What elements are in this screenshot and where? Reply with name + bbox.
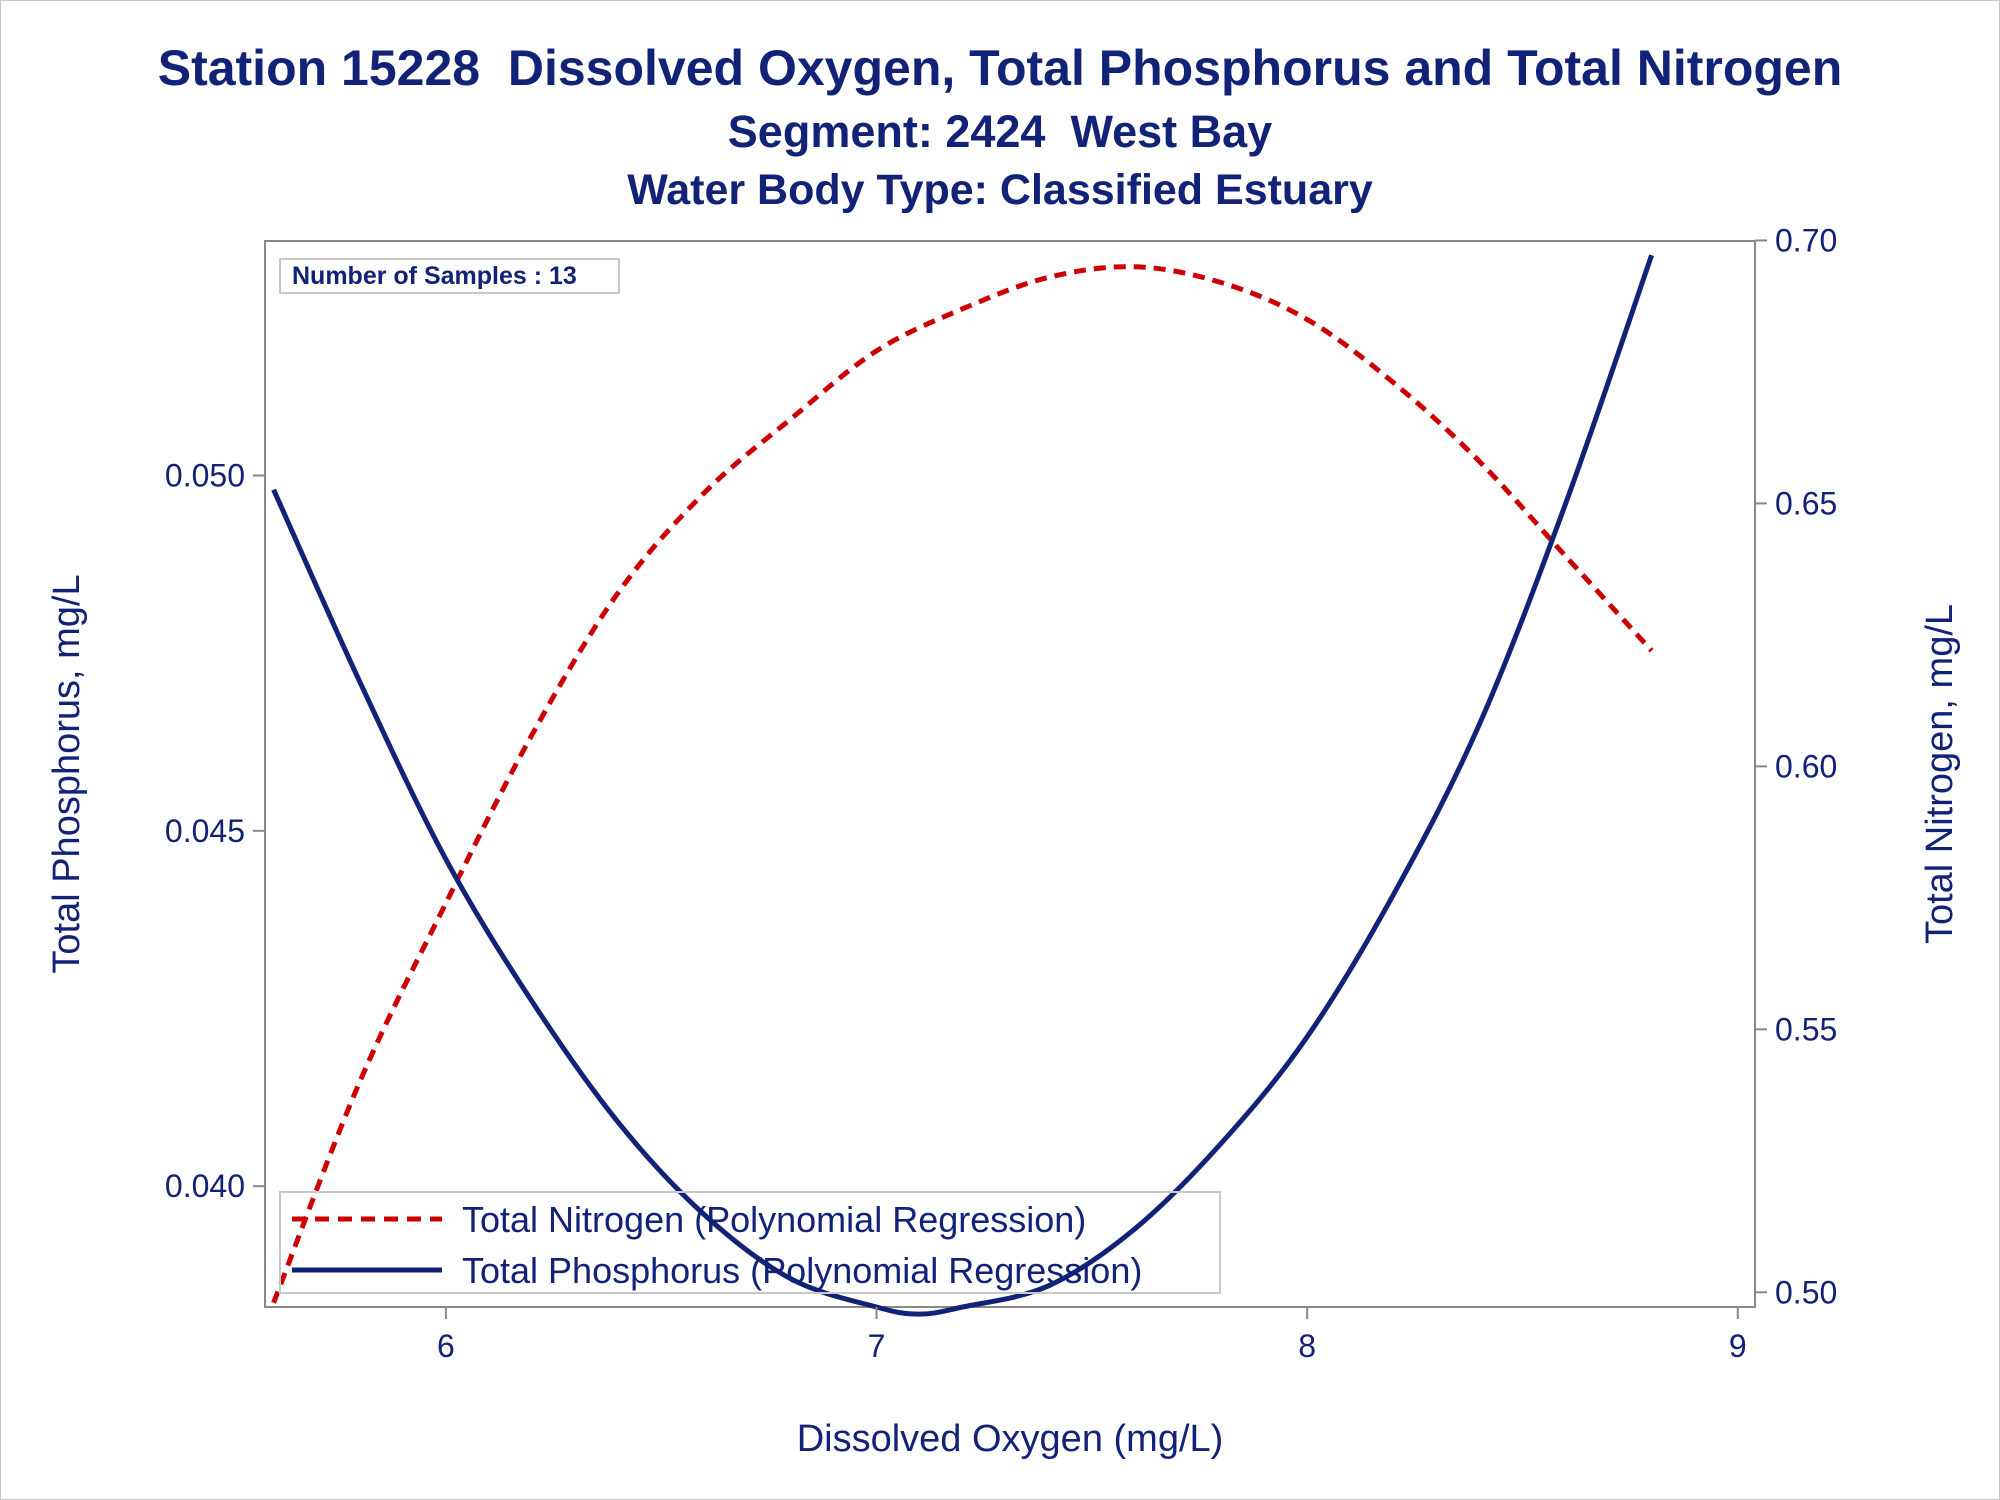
- y-axis-left: 0.040 0.045 0.050: [165, 458, 265, 1204]
- y-axis-left-label: Total Phosphorus, mg/L: [46, 574, 88, 973]
- phosphorus-regression-line: [271, 254, 1654, 1317]
- x-tick-label: 8: [1298, 1328, 1316, 1364]
- y-axis-right-label: Total Nitrogen, mg/L: [1919, 604, 1961, 944]
- sample-count-box: Number of Samples : 13: [279, 258, 620, 294]
- y-right-tick-label: 0.60: [1775, 748, 1837, 784]
- x-tick-label: 6: [437, 1328, 455, 1364]
- y-axis-right: 0.50 0.55 0.60 0.65 0.70: [1755, 222, 1837, 1310]
- y-right-tick-label: 0.70: [1775, 222, 1837, 258]
- plot-area: [264, 240, 1756, 1308]
- sample-count-text: Number of Samples : 13: [292, 262, 577, 290]
- y-right-tick-label: 0.65: [1775, 485, 1837, 521]
- x-axis: 6 7 8 9: [437, 1307, 1747, 1364]
- x-axis-label: Dissolved Oxygen (mg/L): [797, 1418, 1224, 1460]
- y-left-tick-label: 0.050: [165, 458, 245, 494]
- nitrogen-regression-line: [271, 264, 1654, 1304]
- chart-subtitle-waterbody: Water Body Type: Classified Estuary: [627, 166, 1373, 214]
- y-right-tick-label: 0.55: [1775, 1011, 1837, 1047]
- x-tick-label: 7: [868, 1328, 886, 1364]
- y-left-tick-label: 0.040: [165, 1168, 245, 1204]
- phosphorus-series: [271, 254, 1654, 1317]
- legend-nitrogen-label: Total Nitrogen (Polynomial Regression): [462, 1199, 1086, 1240]
- legend-phosphorus-label: Total Phosphorus (Polynomial Regression): [462, 1250, 1142, 1291]
- chart-title: Station 15228 Dissolved Oxygen, Total Ph…: [157, 40, 1843, 96]
- y-left-tick-label: 0.045: [165, 813, 245, 849]
- legend: Total Nitrogen (Polynomial Regression) T…: [279, 1191, 1221, 1294]
- chart-subtitle-segment: Segment: 2424 West Bay: [727, 106, 1273, 157]
- x-tick-label: 9: [1729, 1328, 1747, 1364]
- legend-frame: [279, 1191, 1221, 1294]
- y-right-tick-label: 0.50: [1775, 1274, 1837, 1310]
- sample-count-frame: [279, 258, 620, 294]
- nitrogen-series: [271, 264, 1654, 1304]
